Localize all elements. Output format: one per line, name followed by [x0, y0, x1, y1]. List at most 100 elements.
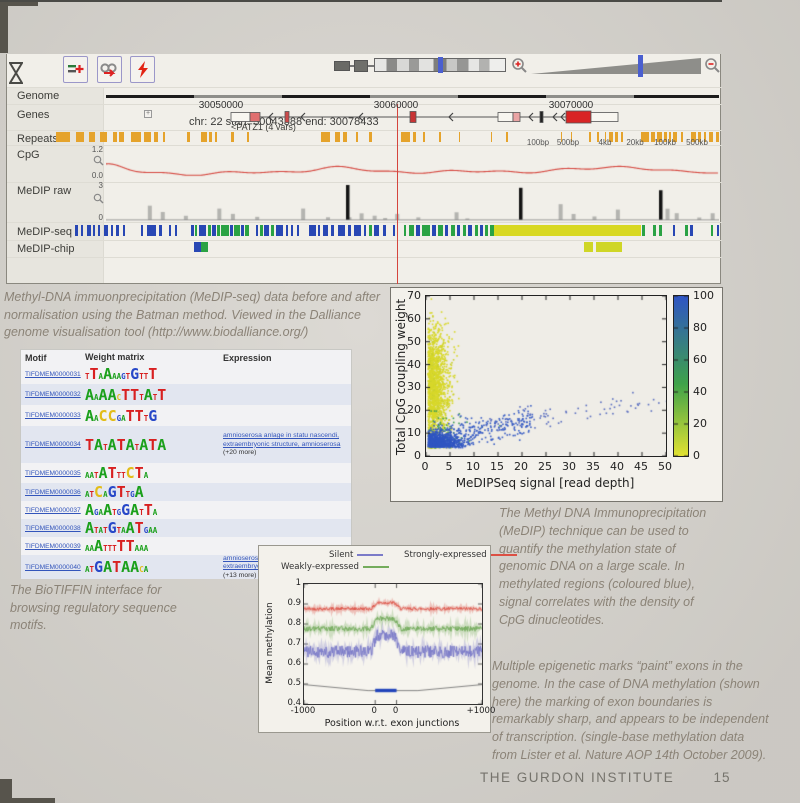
motif-table-panel: Motif Weight matrix Expression TIFDMEM00…	[20, 349, 352, 580]
zoom-out-icon[interactable]	[704, 57, 721, 74]
scatter-xlabel: MeDIPSeq signal [read depth]	[455, 476, 635, 490]
panel-top-rule	[0, 0, 722, 2]
motif-id-link[interactable]: TIFDMEM0000031	[25, 370, 81, 378]
medip-chip-track[interactable]	[7, 242, 720, 252]
medip-seq-track[interactable]	[7, 225, 720, 236]
track-block	[596, 242, 622, 252]
track-block	[609, 132, 613, 142]
track-block	[276, 225, 283, 236]
motif-logo: ATATGTAATGAA	[85, 519, 158, 538]
track-block	[485, 225, 488, 236]
export-button[interactable]	[97, 56, 122, 83]
zoom-scale-label: 500kb	[686, 138, 708, 147]
track-block	[651, 132, 655, 142]
track-label-genes[interactable]: Genes	[17, 109, 50, 121]
zoom-slider[interactable]	[531, 55, 703, 77]
track-block	[691, 132, 696, 142]
track-block	[659, 225, 662, 236]
axis-tick-label: 70	[407, 289, 421, 302]
track-block	[673, 225, 675, 236]
axis-tick-label: 0	[371, 706, 377, 716]
motif-id-link[interactable]: TIFDMEM0000033	[25, 412, 81, 420]
track-label-medip-chip[interactable]: MeDIP-chip	[17, 243, 75, 255]
track-block	[641, 132, 649, 142]
track-block	[208, 225, 211, 236]
motif-logo: AACCGATTTG	[85, 406, 158, 425]
track-block	[374, 225, 379, 236]
track-block	[506, 132, 508, 142]
track-block	[98, 225, 100, 236]
track-block	[111, 225, 113, 236]
expression-link[interactable]: amnioserosa anlage in statu nascendi, ex…	[223, 432, 341, 448]
axis-tick-label: -1000	[290, 706, 316, 716]
motif-id-link[interactable]: TIFDMEM0000036	[25, 488, 81, 496]
track-label-medip-seq[interactable]: MeDIP-seq	[17, 226, 73, 238]
track-block	[100, 132, 107, 142]
axis-tick-label: 20	[514, 460, 528, 473]
lightning-icon	[137, 61, 148, 78]
axis-tick-label: 50	[407, 334, 421, 348]
track-block	[212, 225, 216, 236]
motif-id-link[interactable]: TIFDMEM0000038	[25, 524, 81, 532]
track-block	[432, 225, 436, 236]
legend-item: Weakly-expressed	[281, 562, 389, 572]
track-block	[463, 225, 466, 236]
axis-tick-label: 20	[693, 417, 707, 430]
motif-id-link[interactable]: TIFDMEM0000039	[25, 542, 81, 550]
track-block	[264, 225, 269, 236]
track-block	[589, 132, 591, 142]
motif-id-link[interactable]: TIFDMEM0000035	[25, 469, 81, 477]
track-block	[144, 132, 151, 142]
legend-swatch	[362, 565, 389, 568]
cpg-density-plot[interactable]	[106, 146, 719, 179]
gene-name-label[interactable]: <PATZ1 (4 vars)	[231, 122, 296, 132]
track-block	[318, 225, 320, 236]
track-block	[438, 225, 443, 236]
expand-icon[interactable]: +	[144, 110, 152, 118]
track-block	[584, 242, 593, 252]
motif-logo: AGAATGGATTA	[85, 501, 158, 520]
track-block	[297, 225, 299, 236]
motif-table-row: TIFDMEM0000034 TATATATATA amnioserosa anla…	[21, 426, 351, 464]
axis-tick-label: 0	[421, 460, 429, 473]
expression-more: (+13 more)	[223, 571, 257, 579]
cpg-zoom-icon[interactable]	[93, 155, 104, 166]
axis-tick-label: 0	[392, 706, 399, 716]
axis-tick-label: 40	[693, 385, 707, 398]
add-track-button[interactable]	[63, 56, 88, 83]
track-block	[104, 225, 108, 236]
repeats-track[interactable]	[7, 132, 720, 142]
track-label-medip-raw[interactable]: MeDIP raw	[17, 185, 72, 197]
track-label-cpg[interactable]: CpG	[17, 149, 40, 161]
track-label-genome[interactable]: Genome	[17, 90, 60, 102]
motif-logo: ATGATAACA	[85, 558, 149, 577]
exons-note: Multiple epigenetic marks “paint” exons …	[492, 659, 769, 762]
medip-raw-bars[interactable]	[106, 183, 719, 222]
methylation-chart-canvas	[303, 583, 483, 705]
track-block	[123, 225, 125, 236]
track-block	[480, 225, 483, 236]
track-block	[413, 132, 416, 142]
track-block	[338, 225, 345, 236]
zoom-in-icon[interactable]	[511, 57, 528, 74]
track-block	[159, 225, 162, 236]
gene-diagram[interactable]	[7, 104, 720, 130]
track-block	[81, 225, 83, 236]
track-block	[221, 225, 229, 236]
motif-id-link[interactable]: TIFDMEM0000032	[25, 391, 81, 399]
track-block	[271, 225, 274, 236]
chromosome-ideogram[interactable]	[334, 57, 506, 75]
motif-id-link[interactable]: TIFDMEM0000034	[25, 441, 81, 449]
motif-id-link[interactable]: TIFDMEM0000037	[25, 506, 81, 514]
track-label-repeats[interactable]: Repeats	[17, 133, 58, 145]
motif-table-row: TIFDMEM0000031 TTAAAAGTGTTT	[21, 364, 351, 384]
motif-id-link[interactable]: TIFDMEM0000040	[25, 563, 81, 571]
highlight-button[interactable]	[130, 56, 155, 83]
track-block	[561, 132, 562, 142]
track-block	[209, 132, 212, 142]
track-label-column	[7, 88, 104, 283]
axis-tick-label: 0.5	[287, 678, 301, 688]
track-block	[309, 225, 316, 236]
track-block	[187, 132, 190, 142]
raw-zoom-icon[interactable]	[93, 193, 104, 204]
